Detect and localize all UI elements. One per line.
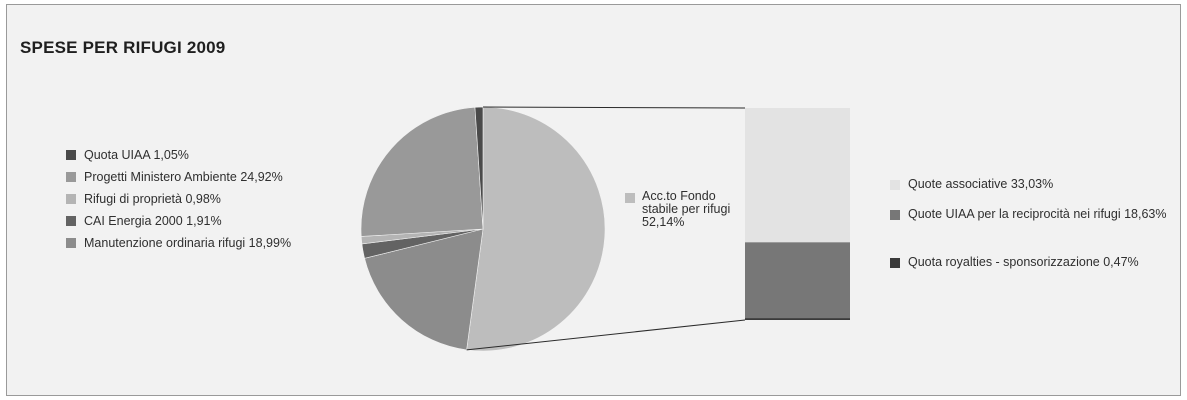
- pie-chart: [360, 106, 606, 352]
- legend-label: Rifugi di proprietà 0,98%: [84, 192, 221, 206]
- legend-item-cai-energia: CAI Energia 2000 1,91%: [66, 211, 366, 233]
- chart-title: SPESE PER RIFUGI 2009: [20, 38, 226, 57]
- breakdown-bar: [745, 108, 850, 320]
- legend-item-quote-uiaa-reciprocita: Quote UIAA per la reciprocità nei rifugi…: [890, 208, 1180, 256]
- legend-swatch: [66, 172, 76, 182]
- bar-segment-quote-uiaa: [745, 242, 850, 319]
- legend-label: Manutenzione ordinaria rifugi 18,99%: [84, 236, 292, 250]
- legend-label: Progetti Ministero Ambiente 24,92%: [84, 170, 283, 184]
- right-legend: Quote associative 33,03% Quote UIAA per …: [890, 178, 1180, 286]
- legend-swatch: [890, 210, 900, 220]
- legend-item-quote-associative: Quote associative 33,03%: [890, 178, 1180, 208]
- pie-slice-manutenzione: [364, 228, 484, 351]
- legend-label: Quote UIAA per la reciprocità nei rifugi…: [908, 207, 1167, 221]
- legend-item-quota-uiaa: Quota UIAA 1,05%: [66, 145, 366, 167]
- legend-item-rifugi-proprieta: Rifugi di proprietà 0,98%: [66, 189, 366, 211]
- connector-line-bottom: [466, 319, 746, 351]
- legend-label: Quota UIAA 1,05%: [84, 148, 189, 162]
- legend-swatch: [66, 194, 76, 204]
- connector-line-top: [482, 106, 746, 109]
- legend-item-manutenzione: Manutenzione ordinaria rifugi 18,99%: [66, 233, 366, 255]
- legend-swatch: [625, 193, 635, 203]
- pie-slice-quota-uiaa: [474, 106, 484, 230]
- legend-swatch: [890, 258, 900, 268]
- legend-item-progetti-ministero: Progetti Ministero Ambiente 24,92%: [66, 167, 366, 189]
- legend-swatch: [66, 216, 76, 226]
- pie-slice-progetti-ministero: [360, 106, 484, 237]
- legend-label: Quote associative 33,03%: [908, 177, 1054, 191]
- legend-label: CAI Energia 2000 1,91%: [84, 214, 222, 228]
- legend-label: Acc.to Fondo stabile per rifugi 52,14%: [642, 189, 731, 229]
- legend-swatch: [66, 150, 76, 160]
- legend-label: Quota royalties - sponsorizzazione 0,47%: [908, 255, 1139, 269]
- pie-slice-fondo-stabile: [466, 106, 606, 352]
- left-legend: Quota UIAA 1,05% Progetti Ministero Ambi…: [66, 145, 366, 255]
- pie-to-bar-connectors: [466, 106, 746, 351]
- bar-segment-quote-associative: [745, 108, 850, 243]
- bar-segment-royalties: [745, 318, 850, 320]
- legend-item-quota-royalties: Quota royalties - sponsorizzazione 0,47%: [890, 256, 1180, 286]
- legend-swatch: [66, 238, 76, 248]
- legend-swatch: [890, 180, 900, 190]
